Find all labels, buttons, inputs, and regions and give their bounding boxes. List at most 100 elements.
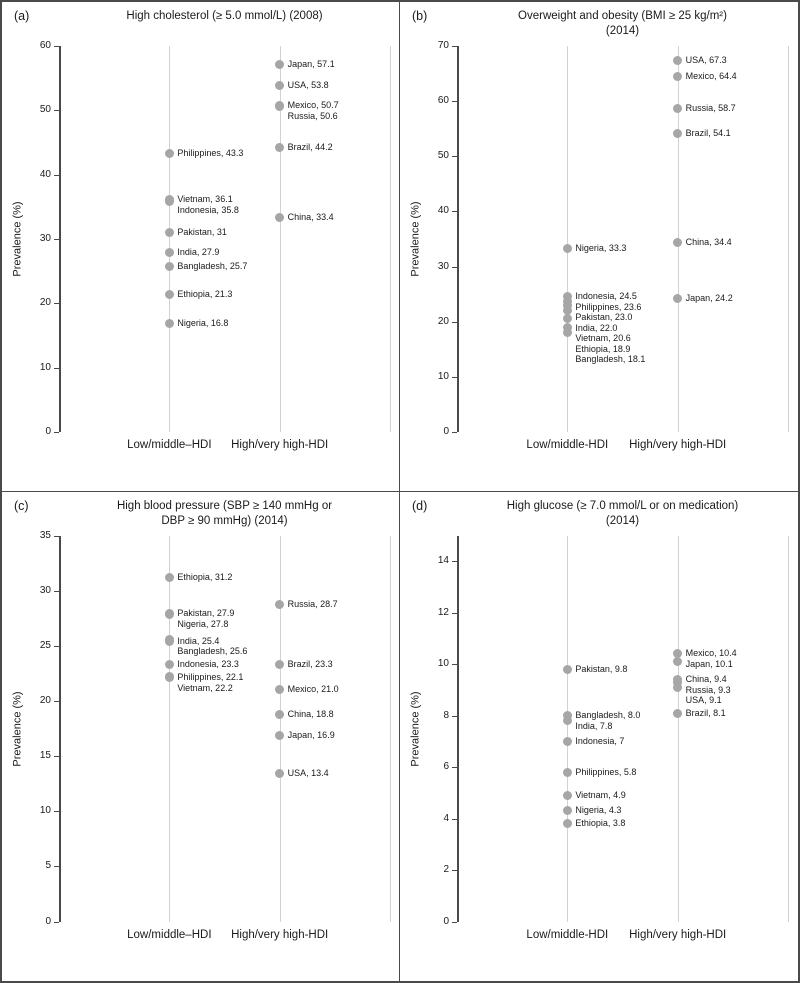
- data-point-label: USA, 13.4: [287, 768, 329, 779]
- panel-letter: (d): [412, 498, 428, 513]
- data-point-dot: [562, 313, 572, 323]
- data-point-label: Nigeria, 33.3: [575, 242, 627, 253]
- y-tick-label: 10: [437, 370, 449, 382]
- y-tick-label: 12: [437, 606, 449, 618]
- data-point-dot: [673, 72, 683, 82]
- y-tick-mark: [54, 590, 59, 592]
- panel-b: (b) Overweight and obesity (BMI ≥ 25 kg/m…: [400, 2, 798, 492]
- y-tick-mark: [54, 700, 59, 702]
- y-tick-mark: [54, 432, 59, 433]
- chart-title: (2014): [605, 25, 640, 37]
- data-point-dot: [673, 708, 683, 718]
- y-tick-mark: [452, 870, 457, 872]
- data-point-dot: [562, 327, 572, 337]
- y-tick-label: 60: [39, 40, 51, 51]
- y-tick-mark: [452, 432, 457, 433]
- x-category-label: Low/middle–HDI: [127, 928, 212, 941]
- data-point-label: Brazil, 8.1: [685, 707, 726, 718]
- data-point-label: Japan, 24.2: [685, 293, 733, 304]
- y-tick-label: 10: [39, 361, 51, 373]
- data-point-label: Ethiopia, 3.8: [575, 818, 626, 829]
- y-tick-label: 40: [39, 168, 51, 180]
- data-point-dot: [275, 769, 285, 779]
- data-point-dot: [164, 148, 174, 158]
- x-category-label: High/very high-HDI: [629, 439, 727, 451]
- y-axis-line: [59, 535, 61, 922]
- y-tick-mark: [452, 101, 457, 103]
- y-tick-mark: [452, 767, 457, 769]
- data-point-label: Vietnam, 20.6: [575, 333, 631, 344]
- x-category-label: Low/middle–HDI: [127, 439, 212, 451]
- chart-title: High blood pressure (SBP ≥ 140 mmHg or: [116, 499, 333, 512]
- data-point-dot: [673, 237, 683, 247]
- data-point-dot: [673, 103, 683, 113]
- data-point-label: Mexico, 64.4: [685, 71, 737, 82]
- y-tick-mark: [54, 239, 59, 240]
- panel-letter: (c): [14, 498, 29, 513]
- data-point-label: India, 25.4: [177, 635, 220, 646]
- y-tick-label: 20: [39, 694, 51, 706]
- y-tick-mark: [54, 110, 59, 112]
- y-tick-label: 4: [443, 812, 449, 824]
- data-point-label: Brazil, 23.3: [287, 659, 333, 670]
- gridline: [279, 535, 281, 922]
- y-tick-mark: [452, 818, 457, 820]
- data-point-label: Nigeria, 27.8: [177, 618, 229, 629]
- data-point-dot: [275, 143, 285, 153]
- y-tick-mark: [54, 535, 59, 537]
- data-point-dot: [164, 572, 174, 582]
- y-tick-label: 30: [39, 233, 51, 244]
- data-point-label: Bangladesh, 18.1: [575, 354, 646, 365]
- y-tick-label: 25: [39, 639, 51, 651]
- data-point-label: India, 7.8: [575, 720, 613, 731]
- y-tick-mark: [452, 156, 457, 158]
- data-point-dot: [562, 716, 572, 726]
- data-point-dot: [562, 819, 572, 829]
- y-tick-label: 20: [39, 297, 51, 309]
- data-point-label: China, 9.4: [685, 674, 727, 685]
- data-point-dot: [673, 649, 683, 659]
- data-point-dot: [562, 711, 572, 721]
- chart-title: High glucose (≥ 7.0 mmol/L or on medicat…: [506, 499, 739, 512]
- data-point-label: Pakistan, 31: [177, 227, 227, 238]
- data-point-dot: [275, 60, 285, 70]
- data-point-dot: [164, 248, 174, 257]
- data-point-label: China, 33.4: [287, 211, 334, 222]
- data-point-dot: [562, 243, 572, 253]
- data-point-label: Pakistan, 23.0: [575, 312, 633, 323]
- data-point-label: Indonesia, 23.3: [177, 659, 239, 670]
- data-point-label: Vietnam, 22.2: [177, 682, 233, 693]
- gridline: [169, 535, 171, 922]
- data-point-label: Russia, 58.7: [685, 102, 736, 113]
- y-axis-line: [59, 46, 61, 432]
- data-point-dot: [275, 730, 285, 740]
- y-axis-line: [457, 46, 459, 432]
- y-tick-mark: [452, 46, 457, 47]
- chart-title: DBP ≥ 90 mmHg) (2014): [161, 514, 288, 527]
- y-tick-label: 14: [437, 555, 449, 567]
- x-category-label: High/very high-HDI: [231, 928, 329, 941]
- y-tick-label: 0: [45, 915, 51, 927]
- x-category-label: High/very high-HDI: [231, 439, 329, 451]
- data-point-dot: [673, 682, 683, 692]
- data-point-dot: [562, 300, 572, 310]
- y-tick-mark: [54, 46, 59, 47]
- y-tick-label: 30: [437, 260, 449, 272]
- y-tick-label: 30: [39, 584, 51, 596]
- data-point-dot: [164, 319, 174, 329]
- y-tick-mark: [452, 266, 457, 268]
- data-point-label: Pakistan, 27.9: [177, 608, 235, 619]
- y-tick-mark: [54, 174, 59, 176]
- data-point-dot: [275, 81, 285, 91]
- data-point-label: Russia, 9.3: [685, 684, 731, 695]
- panel-d: (d) High glucose (≥ 7.0 mmol/L or on medi…: [400, 492, 798, 982]
- data-point-dot: [164, 660, 174, 670]
- data-point-label: Brazil, 44.2: [287, 142, 333, 153]
- data-point-dot: [275, 709, 285, 719]
- data-point-dot: [673, 677, 683, 687]
- y-tick-mark: [54, 921, 59, 923]
- data-point-label: Bangladesh, 25.6: [177, 646, 248, 657]
- data-point-dot: [275, 685, 285, 695]
- y-tick-label: 50: [437, 150, 449, 162]
